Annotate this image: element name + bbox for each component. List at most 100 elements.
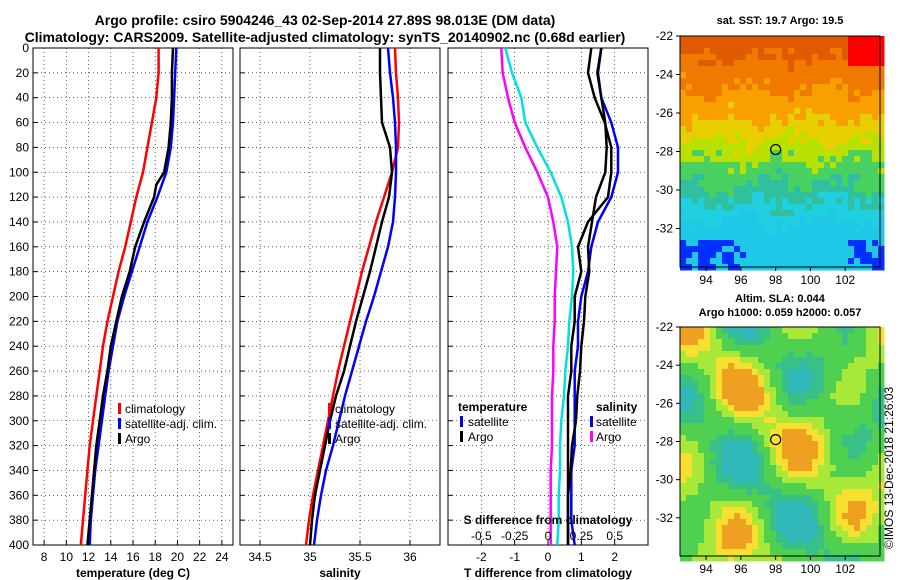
map-cell — [692, 72, 699, 79]
map-cell — [842, 168, 849, 175]
map-cell — [848, 186, 855, 193]
map-cell — [872, 174, 879, 181]
map-cell — [710, 186, 717, 193]
map-cell — [878, 465, 885, 472]
map-cell — [794, 54, 801, 61]
map-cell — [812, 126, 819, 133]
map-cell — [710, 555, 717, 562]
map-cell — [728, 222, 735, 229]
map-cell — [878, 120, 885, 127]
map-cell — [860, 132, 867, 139]
map-cell — [806, 258, 813, 265]
map-cell — [866, 150, 873, 157]
map-cell — [818, 537, 825, 544]
map-cell — [788, 174, 795, 181]
map-cell — [788, 507, 795, 514]
map-cell — [824, 168, 831, 175]
map-cell — [722, 477, 729, 484]
map-cell — [860, 393, 867, 400]
series-satellite-adj-clim- — [88, 47, 178, 546]
map-cell — [722, 495, 729, 502]
map-cell — [710, 399, 717, 406]
map-cell — [722, 66, 729, 73]
y-tick-label: 240 — [9, 339, 29, 353]
map-cell — [686, 327, 693, 334]
y-tick-label: 160 — [9, 240, 29, 254]
map-cell — [854, 543, 861, 550]
map-cell — [770, 72, 777, 79]
map-cell — [716, 525, 723, 532]
map-cell — [842, 204, 849, 211]
map-cell — [872, 495, 879, 502]
map-cell — [722, 204, 729, 211]
map-cell — [860, 168, 867, 175]
map-cell — [716, 228, 723, 235]
map-cell — [686, 519, 693, 526]
map-cell — [770, 345, 777, 352]
map-cell — [680, 174, 687, 181]
map-cell — [680, 375, 687, 382]
map-cell — [794, 258, 801, 265]
map-cell — [692, 150, 699, 157]
map-cell — [734, 423, 741, 430]
map-cell — [818, 126, 825, 133]
map-cell — [830, 507, 837, 514]
map-cell — [752, 447, 759, 454]
map-cell — [830, 156, 837, 163]
map-cell — [860, 198, 867, 205]
map-cell — [836, 132, 843, 139]
map-cell — [842, 537, 849, 544]
legend-label: satellite-adj. clim. — [125, 417, 217, 431]
map-cell — [692, 351, 699, 358]
map-cell — [842, 357, 849, 364]
map-cell — [686, 72, 693, 79]
map-cell — [842, 258, 849, 265]
map-cell — [704, 399, 711, 406]
map-cell — [860, 54, 867, 61]
map-cell — [770, 495, 777, 502]
map-cell — [854, 210, 861, 217]
map-cell — [830, 477, 837, 484]
map-cell — [866, 447, 873, 454]
map-cell — [836, 477, 843, 484]
map-x-tick-label: 96 — [734, 273, 748, 287]
map-cell — [740, 36, 747, 43]
map-cell — [794, 36, 801, 43]
map-cell — [824, 489, 831, 496]
legend-label: climatology — [335, 402, 395, 416]
map-cell — [830, 525, 837, 532]
map-cell — [740, 327, 747, 334]
map-cell — [812, 252, 819, 259]
map-cell — [704, 180, 711, 187]
map-cell — [800, 96, 807, 103]
map-cell — [872, 54, 879, 61]
map-cell — [764, 429, 771, 436]
map-cell — [824, 210, 831, 217]
map-cell — [716, 108, 723, 115]
map-cell — [818, 435, 825, 442]
map-cell — [878, 234, 885, 241]
map-cell — [752, 168, 759, 175]
map-cell — [722, 399, 729, 406]
map-cell — [818, 216, 825, 223]
map-cell — [806, 555, 813, 562]
map-cell — [818, 54, 825, 61]
map-cell — [734, 186, 741, 193]
map-cell — [824, 501, 831, 508]
map-cell — [818, 114, 825, 121]
map-cell — [830, 90, 837, 97]
s-axis-label: S difference from climatology — [464, 513, 633, 527]
map-cell — [692, 54, 699, 61]
map-cell — [818, 465, 825, 472]
map-cell — [728, 234, 735, 241]
map-cell — [848, 234, 855, 241]
map-cell — [860, 60, 867, 67]
map-cell — [830, 168, 837, 175]
map-cell — [710, 162, 717, 169]
map-cell — [800, 453, 807, 460]
map-cell — [848, 531, 855, 538]
y-tick-label: 360 — [9, 488, 29, 502]
map-cell — [866, 429, 873, 436]
map-cell — [716, 222, 723, 229]
map-cell — [734, 144, 741, 151]
